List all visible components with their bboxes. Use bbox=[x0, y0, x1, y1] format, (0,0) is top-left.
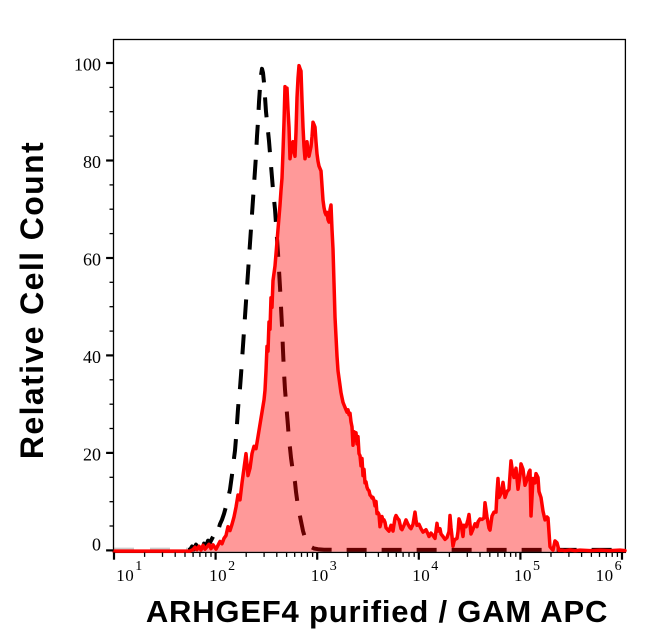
svg-text:80: 80 bbox=[83, 152, 101, 172]
svg-text:Relative Cell Count: Relative Cell Count bbox=[14, 141, 50, 459]
svg-text:60: 60 bbox=[83, 249, 101, 269]
svg-text:0: 0 bbox=[92, 535, 101, 555]
svg-text:20: 20 bbox=[83, 444, 101, 464]
svg-text:40: 40 bbox=[83, 347, 101, 367]
svg-text:ARHGEF4 purified / GAM APC: ARHGEF4 purified / GAM APC bbox=[146, 594, 608, 629]
svg-text:100: 100 bbox=[74, 54, 101, 74]
